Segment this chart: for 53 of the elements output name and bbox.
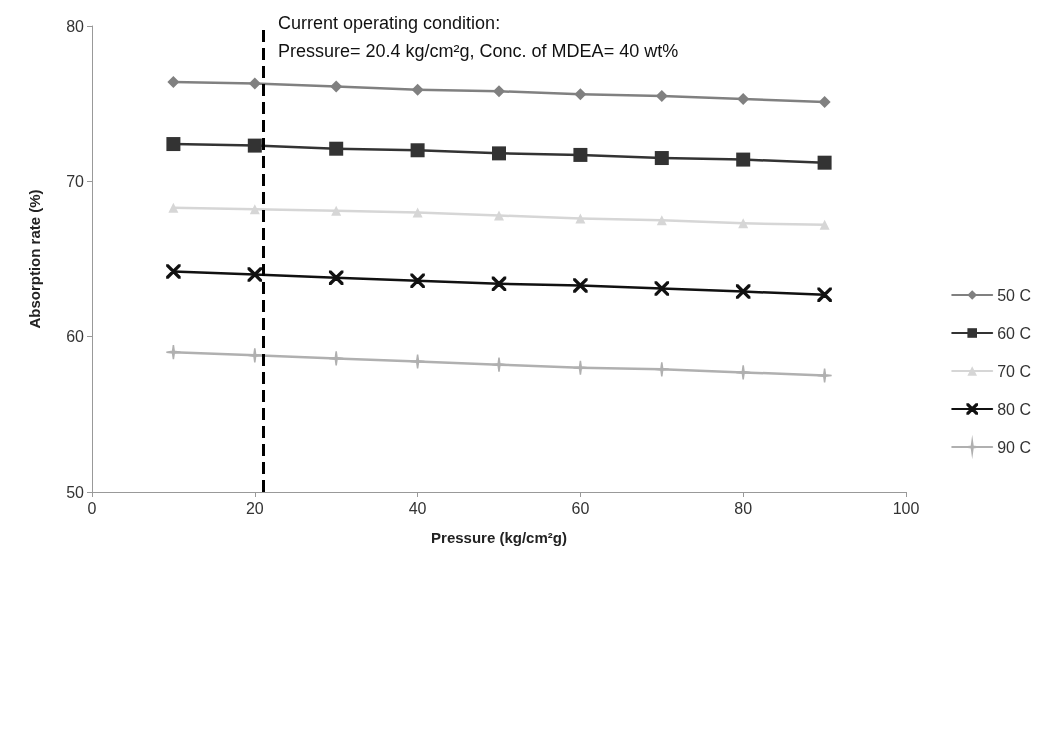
point xyxy=(410,143,425,158)
point xyxy=(329,141,344,156)
legend-label: 60 C xyxy=(997,324,1031,342)
point xyxy=(492,146,506,161)
point xyxy=(249,204,260,215)
point xyxy=(491,356,507,373)
point xyxy=(654,361,670,378)
point xyxy=(412,207,423,218)
x-tick-label: 60 xyxy=(571,499,590,517)
point xyxy=(819,219,830,230)
point xyxy=(168,202,179,213)
point xyxy=(574,88,587,101)
point xyxy=(572,359,589,376)
point xyxy=(248,77,261,90)
point xyxy=(656,215,667,226)
point xyxy=(654,151,669,166)
x-tick-label: 40 xyxy=(408,499,427,517)
y-tick-label: 80 xyxy=(66,17,85,35)
point xyxy=(817,155,832,170)
point xyxy=(573,147,588,162)
y-tick-label: 70 xyxy=(66,172,85,190)
point xyxy=(247,138,262,153)
x-tick-label: 20 xyxy=(245,499,264,517)
annotation: Pressure= 20.4 kg/cm²g, Conc. of MDEA= 40 wt% xyxy=(278,41,679,61)
point xyxy=(328,350,344,367)
y-axis-title: Absorption rate (%) xyxy=(26,189,43,329)
point xyxy=(331,205,342,216)
point xyxy=(330,80,343,93)
point xyxy=(493,85,505,98)
point xyxy=(818,96,831,109)
y-tick-label: 60 xyxy=(66,328,85,346)
y-tick-label: 50 xyxy=(66,483,85,501)
point xyxy=(575,213,586,224)
x-tick-label: 100 xyxy=(892,499,920,517)
point xyxy=(166,137,181,152)
point xyxy=(736,152,751,167)
point xyxy=(409,353,426,370)
legend-label: 90 C xyxy=(997,438,1031,456)
point xyxy=(165,344,182,360)
x-axis-title: Pressure (kg/cm²g) xyxy=(431,529,567,546)
annotation: Current operating condition: xyxy=(278,13,501,33)
legend-label: 80 C xyxy=(997,400,1031,418)
point xyxy=(494,210,504,221)
legend-label: 70 C xyxy=(997,362,1031,380)
point xyxy=(738,218,749,229)
point xyxy=(735,364,751,381)
point xyxy=(167,75,180,88)
legend-label: 50 C xyxy=(997,286,1031,304)
point xyxy=(816,367,833,384)
x-tick-label: 80 xyxy=(734,499,753,517)
x-tick-label: 0 xyxy=(87,499,97,517)
point xyxy=(411,83,424,96)
point xyxy=(247,347,263,364)
